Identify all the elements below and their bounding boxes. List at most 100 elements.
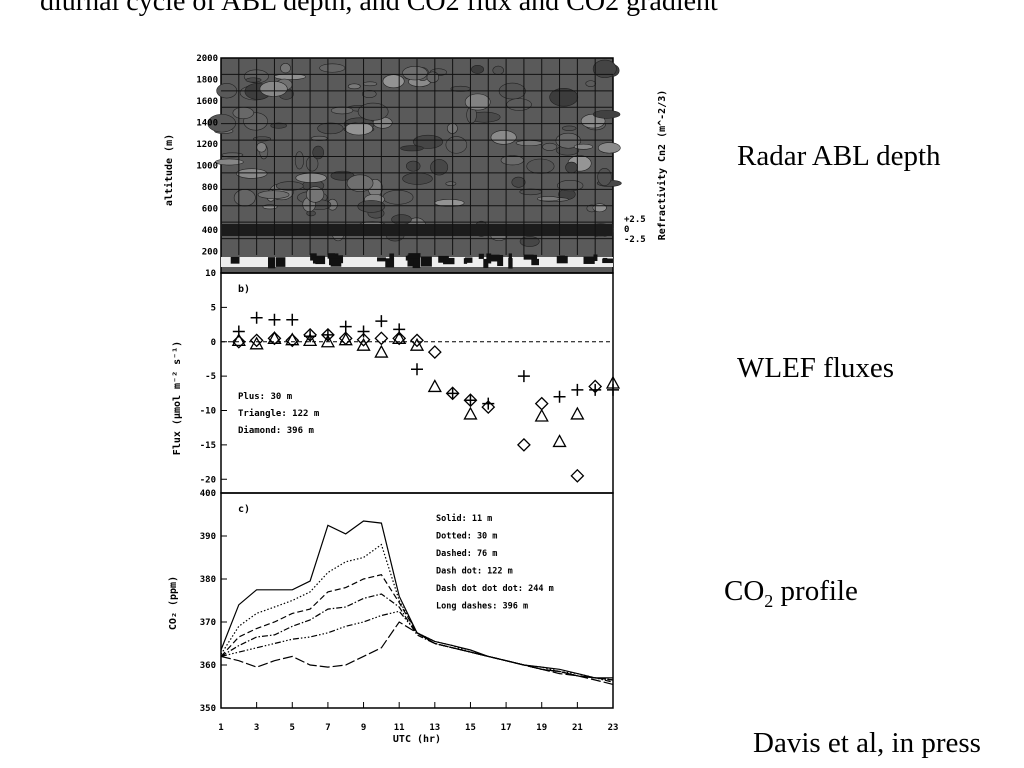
radar-y-tick-label: 800 bbox=[202, 183, 218, 193]
radar-blob bbox=[507, 99, 532, 111]
flux-plus-marker bbox=[518, 370, 530, 382]
radar-blob bbox=[520, 236, 539, 246]
radar-blob bbox=[258, 191, 289, 199]
radar-blob bbox=[313, 146, 324, 159]
radar-y-tick-label: 1400 bbox=[196, 119, 218, 129]
radar-blob bbox=[598, 168, 612, 185]
co2-y-tick-label: 350 bbox=[200, 704, 216, 714]
co2-x-tick-label: 9 bbox=[361, 723, 366, 733]
radar-blob bbox=[383, 75, 404, 88]
radar-y-tick-label: 1200 bbox=[196, 140, 218, 150]
flux-plus-marker bbox=[268, 314, 280, 326]
co2-plot-frame bbox=[221, 493, 613, 708]
radar-blob bbox=[392, 215, 412, 225]
co2-axis: 3503603703803904001 3 5 7 9 11 13 15 17 19 21 23 bbox=[200, 489, 619, 733]
co2-panel-label: c) bbox=[238, 504, 250, 515]
flux-plus-marker bbox=[340, 321, 352, 333]
radar-colorbar-ticks: +2.50-2.5 bbox=[624, 215, 646, 245]
radar-y-tick-label: 1800 bbox=[196, 76, 218, 86]
radar-blob bbox=[358, 200, 385, 212]
co2-legend-entry: Dash dot dot dot: 244 m bbox=[436, 584, 554, 594]
flux-plus-marker bbox=[464, 394, 476, 406]
flux-plus-marker bbox=[571, 384, 583, 396]
flux-plus-marker bbox=[411, 363, 423, 375]
flux-legend-entry: Plus: 30 m bbox=[238, 392, 293, 402]
radar-y-tick-label: 1000 bbox=[196, 162, 218, 172]
co2-legend-entry: Dash dot: 122 m bbox=[436, 567, 513, 577]
radar-blob bbox=[402, 66, 427, 80]
flux-plus-marker bbox=[554, 391, 566, 403]
radar-y-tick-label: 400 bbox=[202, 226, 218, 236]
co2-x-tick-label: 11 bbox=[394, 723, 405, 733]
co2-series-line bbox=[221, 594, 613, 680]
radar-y-tick-label: 2000 bbox=[196, 54, 218, 64]
radar-blob bbox=[358, 103, 388, 120]
co2-lines bbox=[221, 521, 613, 684]
radar-colorbar-tick: +2.5 bbox=[624, 215, 646, 225]
radar-blob bbox=[593, 60, 616, 78]
flux-diamond-marker bbox=[518, 439, 530, 451]
radar-echo-fleck bbox=[557, 256, 568, 263]
co2-x-tick-label: 1 bbox=[218, 723, 223, 733]
co2-x-tick-label: 23 bbox=[608, 723, 619, 733]
flux-y-tick-label: -20 bbox=[200, 475, 216, 485]
radar-echo-fleck bbox=[464, 258, 467, 264]
co2-legend: Solid: 11 m Dotted: 30 m Dashed: 76 m Dash … bbox=[436, 513, 554, 612]
co2-x-tick-label: 7 bbox=[325, 723, 330, 733]
radar-blob bbox=[345, 122, 373, 135]
radar-blob bbox=[318, 123, 344, 134]
flux-triangle-marker bbox=[464, 408, 476, 419]
radar-echo-fleck bbox=[331, 259, 342, 267]
co2-y-tick-label: 360 bbox=[200, 661, 216, 671]
radar-blob bbox=[516, 140, 542, 145]
radar-blob bbox=[234, 189, 255, 206]
radar-echo-fleck bbox=[487, 255, 499, 262]
radar-blob bbox=[246, 78, 261, 82]
flux-triangle-marker bbox=[536, 410, 548, 421]
radar-y-ticks: 200 400 600 800 1000 1200 1400 1600 1800 2000 bbox=[196, 54, 218, 258]
radar-blob bbox=[562, 126, 576, 131]
flux-y-tick-label: -5 bbox=[205, 372, 216, 382]
radar-blob bbox=[527, 159, 554, 174]
co2-x-tick-label: 15 bbox=[465, 723, 476, 733]
radar-echo-fleck bbox=[531, 259, 539, 265]
flux-panel-label: b) bbox=[238, 284, 250, 295]
flux-plus-marker bbox=[447, 387, 459, 399]
co2-legend-entry: Dashed: 76 m bbox=[436, 549, 497, 559]
radar-blob bbox=[401, 146, 424, 151]
radar-blob bbox=[566, 162, 578, 173]
flux-triangle-marker bbox=[429, 380, 441, 391]
radar-echo-fleck bbox=[408, 253, 420, 258]
radar-colorbar-tick: -2.5 bbox=[624, 235, 646, 245]
flux-diamond-marker bbox=[268, 332, 280, 344]
radar-y-tick-label: 200 bbox=[202, 248, 218, 258]
radar-y-label: altitude (m) bbox=[163, 134, 175, 206]
co2-series-line bbox=[221, 622, 613, 684]
radar-blob bbox=[403, 173, 433, 184]
radar-echo-fleck bbox=[413, 257, 421, 269]
co2-x-label: UTC (hr) bbox=[393, 734, 441, 745]
radar-echo-fleck bbox=[231, 257, 240, 264]
radar-echo-fleck bbox=[268, 257, 275, 268]
flux-y-tick-label: 0 bbox=[211, 338, 216, 348]
radar-echo-fleck bbox=[500, 255, 504, 266]
flux-plus-marker bbox=[358, 325, 370, 337]
radar-y-tick-label: 600 bbox=[202, 205, 218, 215]
radar-blob bbox=[406, 161, 420, 171]
radar-blob bbox=[598, 143, 620, 154]
flux-panel: b) 1050-5-10-15-20 Plus: 30 mTriangle: 1… bbox=[172, 269, 619, 493]
radar-echo-fleck bbox=[389, 253, 394, 258]
radar-blob bbox=[236, 169, 267, 179]
flux-y-label: Flux (μmol m⁻² s⁻¹) bbox=[172, 341, 183, 455]
radar-echo-fleck bbox=[421, 257, 432, 267]
co2-x-tick-label: 17 bbox=[501, 723, 512, 733]
flux-axis: 1050-5-10-15-20 bbox=[200, 269, 613, 485]
radar-echo-fleck bbox=[593, 254, 597, 261]
radar-blob bbox=[295, 152, 304, 169]
flux-diamond-marker bbox=[429, 346, 441, 358]
radar-blob bbox=[537, 196, 559, 201]
co2-x-tick-label: 5 bbox=[290, 723, 295, 733]
co2-y-tick-label: 370 bbox=[200, 618, 216, 628]
flux-legend: Plus: 30 m Triangle: 122 m Diamond: 396 m bbox=[238, 392, 320, 436]
